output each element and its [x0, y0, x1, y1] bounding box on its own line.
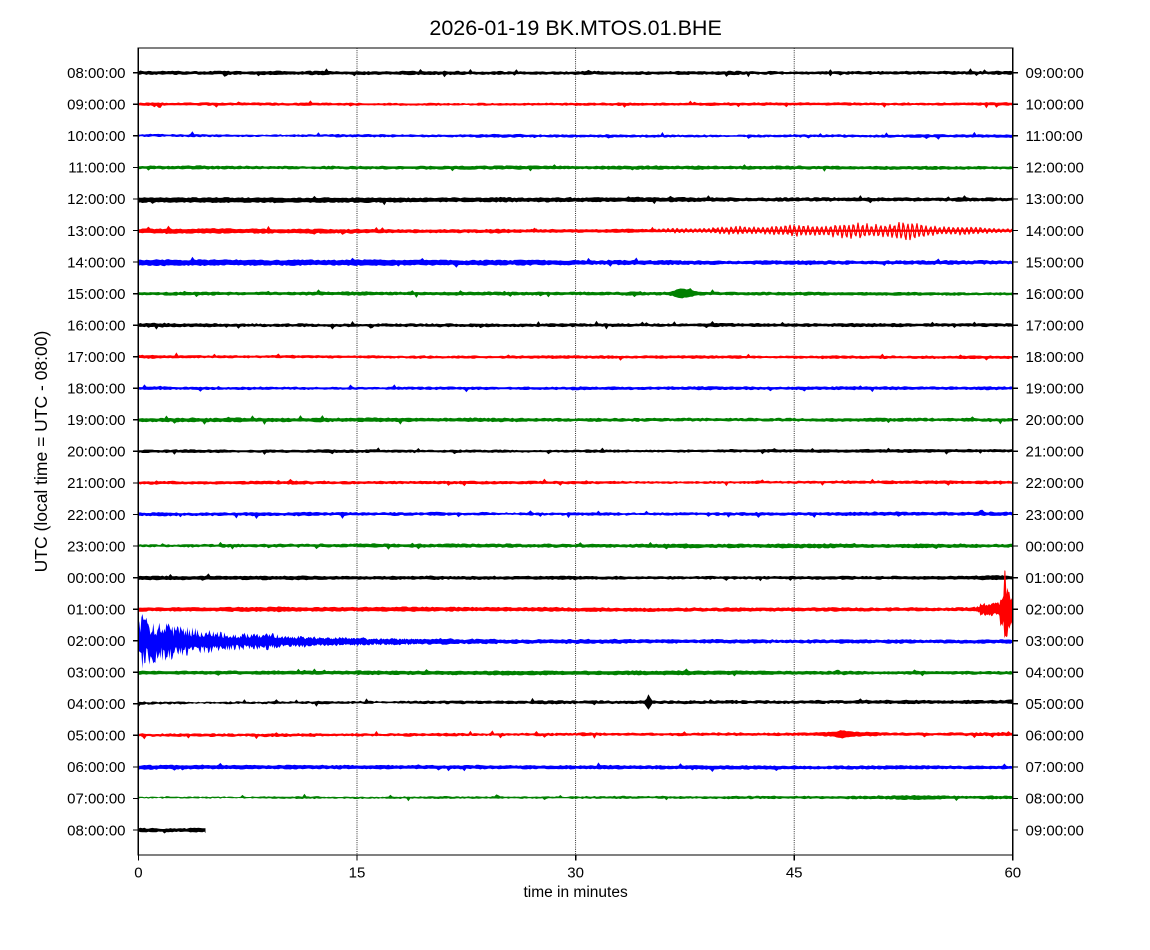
svg-text:17:00:00: 17:00:00: [67, 349, 125, 366]
svg-text:45: 45: [786, 865, 803, 882]
svg-text:20:00:00: 20:00:00: [67, 444, 125, 461]
svg-text:09:00:00: 09:00:00: [1026, 822, 1084, 839]
svg-text:16:00:00: 16:00:00: [67, 317, 125, 334]
svg-text:13:00:00: 13:00:00: [1026, 191, 1084, 208]
svg-text:17:00:00: 17:00:00: [1026, 317, 1084, 334]
svg-text:60: 60: [1004, 865, 1021, 882]
svg-text:14:00:00: 14:00:00: [67, 254, 125, 271]
svg-text:10:00:00: 10:00:00: [1026, 97, 1084, 114]
svg-text:20:00:00: 20:00:00: [1026, 412, 1084, 429]
svg-text:19:00:00: 19:00:00: [67, 412, 125, 429]
svg-text:21:00:00: 21:00:00: [1026, 444, 1084, 461]
svg-text:08:00:00: 08:00:00: [1026, 791, 1084, 808]
svg-text:11:00:00: 11:00:00: [68, 160, 125, 177]
svg-text:03:00:00: 03:00:00: [67, 665, 125, 682]
svg-text:16:00:00: 16:00:00: [1026, 286, 1084, 303]
svg-text:18:00:00: 18:00:00: [67, 381, 125, 398]
svg-text:08:00:00: 08:00:00: [67, 65, 125, 82]
svg-text:05:00:00: 05:00:00: [67, 728, 125, 745]
svg-text:14:00:00: 14:00:00: [1026, 223, 1084, 240]
svg-text:15: 15: [349, 865, 366, 882]
svg-text:11:00:00: 11:00:00: [1026, 128, 1083, 145]
svg-text:06:00:00: 06:00:00: [67, 759, 125, 776]
svg-text:06:00:00: 06:00:00: [1026, 728, 1084, 745]
svg-text:13:00:00: 13:00:00: [67, 223, 125, 240]
svg-text:07:00:00: 07:00:00: [1026, 759, 1084, 776]
svg-text:2026-01-19 BK.MTOS.01.BHE: 2026-01-19 BK.MTOS.01.BHE: [429, 16, 721, 40]
svg-text:09:00:00: 09:00:00: [67, 97, 125, 114]
svg-text:04:00:00: 04:00:00: [1026, 665, 1084, 682]
svg-text:18:00:00: 18:00:00: [1026, 349, 1084, 366]
svg-text:05:00:00: 05:00:00: [1026, 696, 1084, 713]
svg-text:23:00:00: 23:00:00: [1026, 507, 1084, 524]
svg-text:03:00:00: 03:00:00: [1026, 633, 1084, 650]
svg-text:01:00:00: 01:00:00: [1026, 570, 1084, 587]
svg-text:23:00:00: 23:00:00: [67, 538, 125, 555]
svg-text:22:00:00: 22:00:00: [1026, 475, 1084, 492]
svg-text:00:00:00: 00:00:00: [67, 570, 125, 587]
svg-text:19:00:00: 19:00:00: [1026, 381, 1084, 398]
svg-text:0: 0: [134, 865, 142, 882]
svg-text:04:00:00: 04:00:00: [67, 696, 125, 713]
svg-text:00:00:00: 00:00:00: [1026, 538, 1084, 555]
svg-text:12:00:00: 12:00:00: [67, 191, 125, 208]
svg-text:15:00:00: 15:00:00: [1026, 254, 1084, 271]
svg-text:time in minutes: time in minutes: [523, 884, 627, 901]
svg-text:02:00:00: 02:00:00: [67, 633, 125, 650]
svg-text:UTC (local time = UTC - 08:00): UTC (local time = UTC - 08:00): [31, 331, 51, 573]
svg-text:30: 30: [567, 865, 584, 882]
svg-text:07:00:00: 07:00:00: [67, 791, 125, 808]
svg-text:10:00:00: 10:00:00: [67, 128, 125, 145]
svg-text:01:00:00: 01:00:00: [67, 601, 125, 618]
svg-text:08:00:00: 08:00:00: [67, 822, 125, 839]
svg-text:09:00:00: 09:00:00: [1026, 65, 1084, 82]
svg-text:12:00:00: 12:00:00: [1026, 160, 1084, 177]
svg-text:15:00:00: 15:00:00: [67, 286, 125, 303]
svg-text:22:00:00: 22:00:00: [67, 507, 125, 524]
svg-text:21:00:00: 21:00:00: [67, 475, 125, 492]
svg-text:02:00:00: 02:00:00: [1026, 601, 1084, 618]
